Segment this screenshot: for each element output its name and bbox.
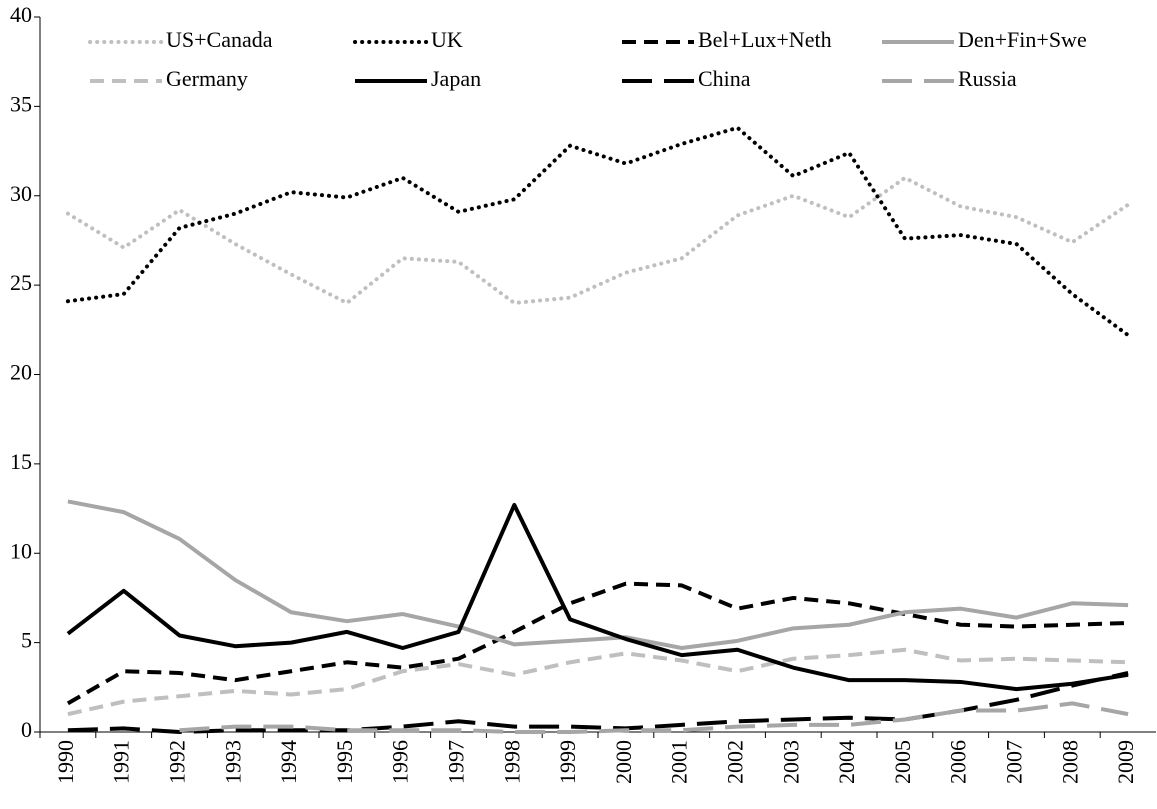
legend-label: Den+Fin+Swe xyxy=(958,27,1087,52)
x-tick-label: 2006 xyxy=(946,740,971,784)
x-tick-label: 1994 xyxy=(276,740,301,784)
x-tick-label: 1991 xyxy=(109,740,134,784)
legend-label: Japan xyxy=(431,66,481,91)
x-tick-label: 1990 xyxy=(53,740,78,784)
legend-label: UK xyxy=(431,27,463,52)
series-line xyxy=(67,647,1129,717)
series-line xyxy=(65,175,1131,305)
y-tick-label: 40 xyxy=(10,2,32,27)
series-line xyxy=(66,581,1129,706)
series-line xyxy=(67,499,1129,650)
x-tick-label: 1999 xyxy=(555,740,580,784)
legend-label: Russia xyxy=(958,66,1017,91)
x-tick-label: 2000 xyxy=(611,740,636,784)
series-line xyxy=(65,125,1131,338)
x-tick-label: 2003 xyxy=(778,740,803,784)
x-tick-label: 1996 xyxy=(388,740,413,784)
legend-label: Bel+Lux+Neth xyxy=(698,27,832,52)
x-tick-label: 1993 xyxy=(220,740,245,784)
x-tick-label: 2004 xyxy=(834,740,859,784)
series-line xyxy=(179,701,1129,734)
y-tick-label: 0 xyxy=(21,717,32,742)
y-tick-label: 5 xyxy=(21,628,32,653)
y-tick-label: 30 xyxy=(10,181,32,206)
y-tick-label: 35 xyxy=(10,91,32,116)
x-tick-label: 1995 xyxy=(332,740,357,784)
y-tick-label: 15 xyxy=(10,449,32,474)
x-tick-label: 1998 xyxy=(499,740,524,784)
y-tick-label: 10 xyxy=(10,538,32,563)
x-tick-label: 2007 xyxy=(1002,740,1027,784)
x-tick-label: 2009 xyxy=(1113,740,1138,784)
legend-label: US+Canada xyxy=(166,27,273,52)
legend-label: Germany xyxy=(166,66,248,91)
x-tick-label: 2008 xyxy=(1057,740,1082,784)
x-tick-label: 1992 xyxy=(165,740,190,784)
x-tick-label: 2001 xyxy=(667,740,692,784)
x-tick-label: 1997 xyxy=(444,740,469,784)
series-line xyxy=(66,502,1129,692)
x-tick-label: 2002 xyxy=(723,740,748,784)
x-tick-label: 2005 xyxy=(890,740,915,784)
y-tick-label: 25 xyxy=(10,270,32,295)
legend-label: China xyxy=(698,66,751,91)
y-tick-label: 20 xyxy=(10,360,32,385)
